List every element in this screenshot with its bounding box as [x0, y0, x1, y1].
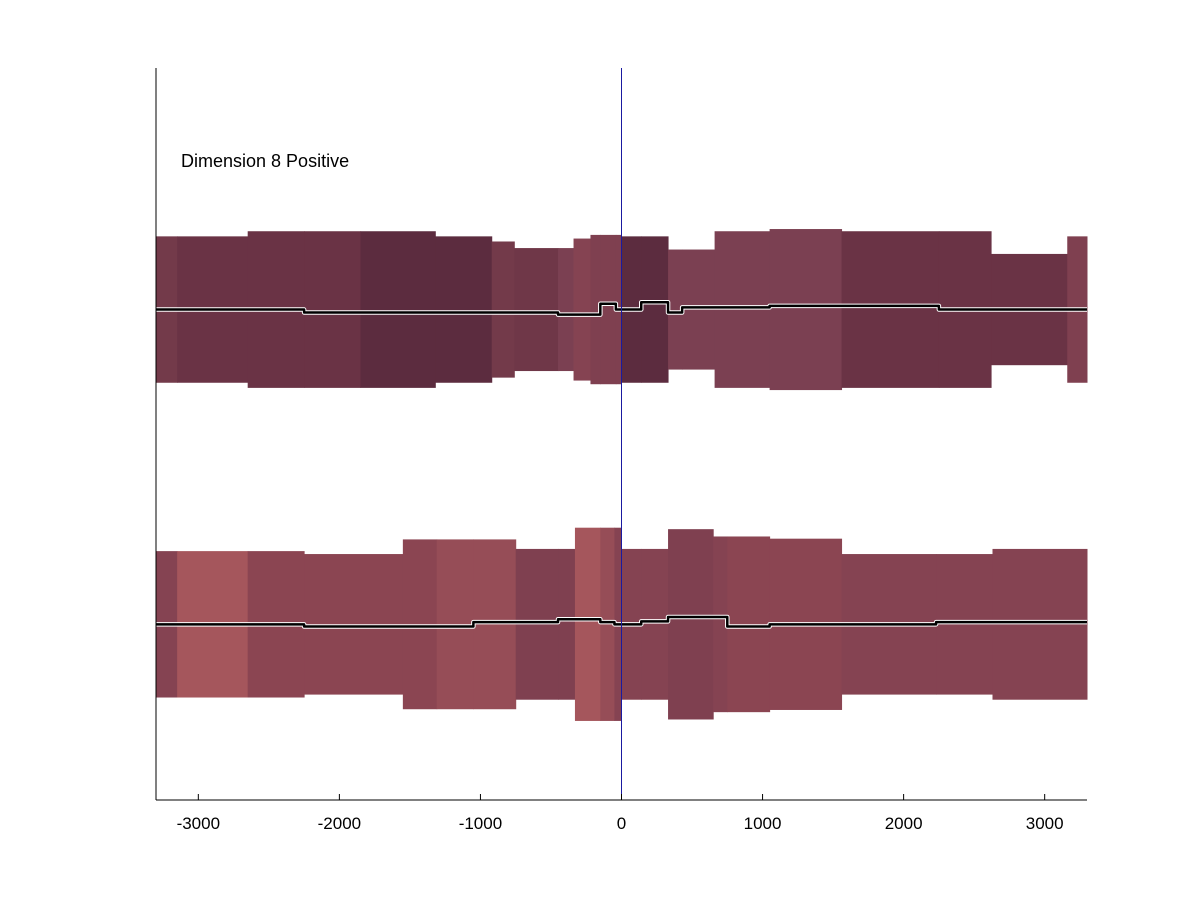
band-segment-0-6 — [491, 241, 515, 378]
band-segment-0-5 — [435, 236, 493, 383]
band-segment-1-9 — [574, 527, 601, 721]
dimension-annotation: Dimension 8 Positive — [181, 151, 349, 171]
center-line-1 — [156, 615, 1087, 628]
band-segment-0-8 — [558, 248, 575, 372]
x-tick-label: 1000 — [744, 814, 782, 833]
x-tick-label: -1000 — [459, 814, 502, 833]
band-segment-0-3 — [304, 231, 362, 388]
band-segment-1-13 — [641, 548, 669, 700]
x-tick-label: 2000 — [885, 814, 923, 833]
center-lines-layer — [156, 299, 1087, 629]
band-segment-1-8 — [558, 548, 576, 700]
band-segment-0-19 — [841, 231, 940, 388]
band-segment-0-18 — [769, 229, 843, 391]
band-segment-1-14 — [668, 529, 714, 720]
band-segment-0-4 — [360, 231, 436, 388]
x-tick-label: 3000 — [1026, 814, 1064, 833]
band-segment-0-11 — [600, 234, 617, 385]
x-tick-label: 0 — [617, 814, 626, 833]
band-segment-0-7 — [514, 248, 559, 372]
band-segment-0-9 — [573, 238, 591, 381]
band-segment-0-14 — [641, 236, 669, 383]
band-segment-0-15 — [668, 249, 683, 370]
x-tick-label: -3000 — [177, 814, 220, 833]
band-segment-0-10 — [590, 234, 601, 385]
x-ticks: -3000 -2000 -1000 0 1000 2000 3000 — [177, 794, 1064, 833]
x-tick-label: -2000 — [318, 814, 361, 833]
band-segment-1-15 — [713, 536, 728, 713]
center-line-0 — [156, 300, 1087, 316]
